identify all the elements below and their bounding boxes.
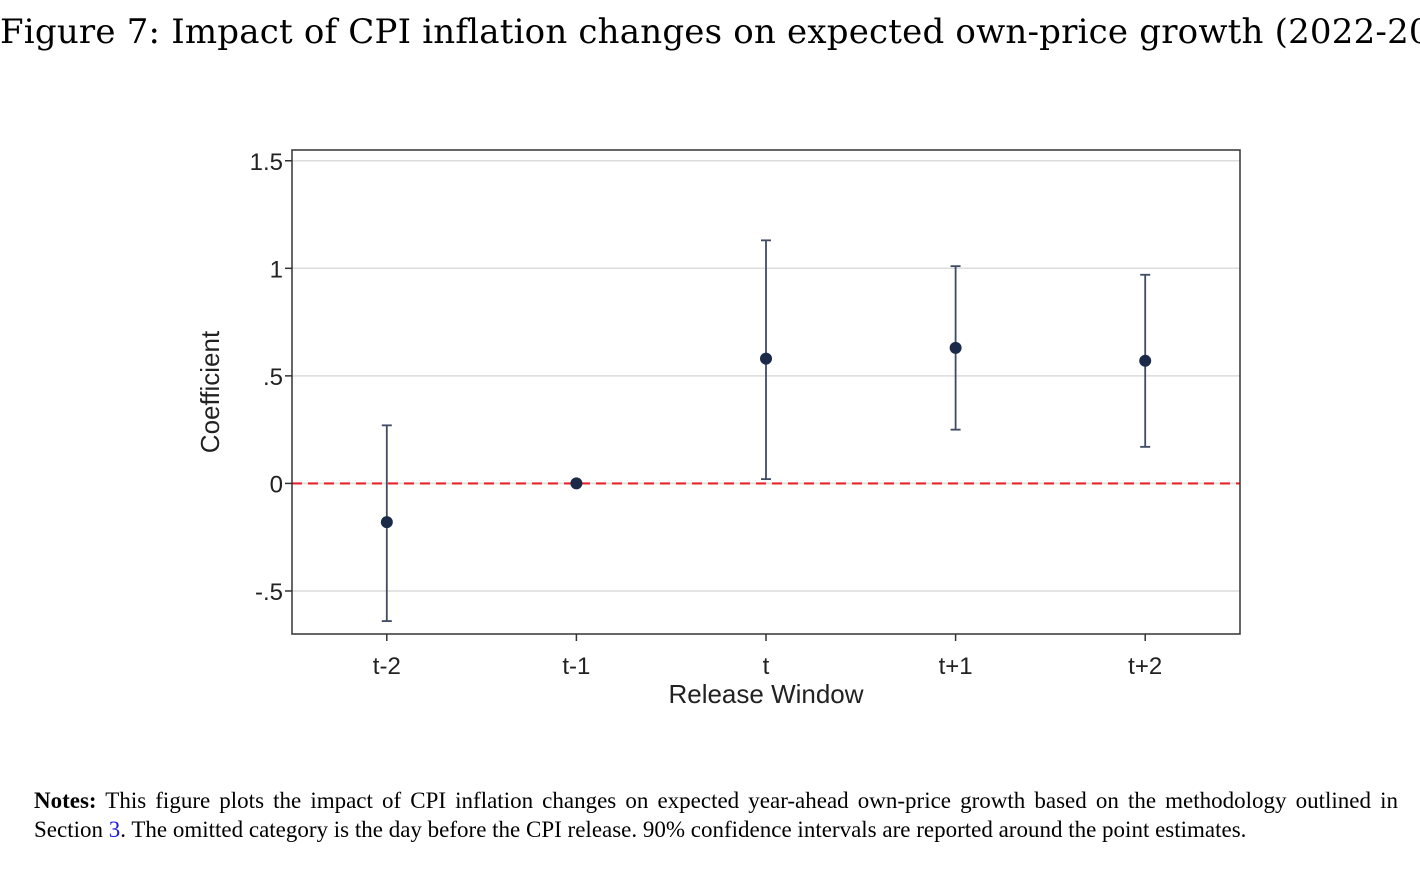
notes-label: Notes: [34, 788, 97, 813]
data-point [760, 352, 772, 365]
x-tick-label: t+1 [939, 653, 973, 680]
notes-text-1: This figure plots the impact of CPI infl… [34, 788, 1398, 842]
data-point [380, 516, 393, 529]
y-tick-label: 1 [270, 256, 283, 283]
y-tick-label: .5 [263, 364, 283, 391]
figure-notes: Notes: This figure plots the impact of C… [34, 786, 1398, 844]
y-tick-label: 1.5 [250, 149, 283, 176]
y-tick-label: 0 [270, 471, 283, 498]
x-axis-label: Release Window [668, 679, 863, 709]
data-point [949, 341, 962, 354]
section-reference-link[interactable]: 3 [108, 817, 121, 842]
y-axis-label: Coefficient [195, 330, 225, 453]
x-tick-label: t-1 [562, 653, 590, 680]
x-tick-label: t+2 [1128, 653, 1162, 680]
x-tick-label: t-2 [373, 653, 401, 680]
notes-text-2: . The omitted category is the day before… [120, 817, 1247, 842]
y-tick-label: -.5 [255, 579, 283, 606]
x-tick-label: t [763, 653, 770, 680]
data-point [570, 477, 583, 490]
figure-title: Figure 7: Impact of CPI inflation change… [0, 12, 1420, 52]
data-point [1139, 354, 1152, 367]
